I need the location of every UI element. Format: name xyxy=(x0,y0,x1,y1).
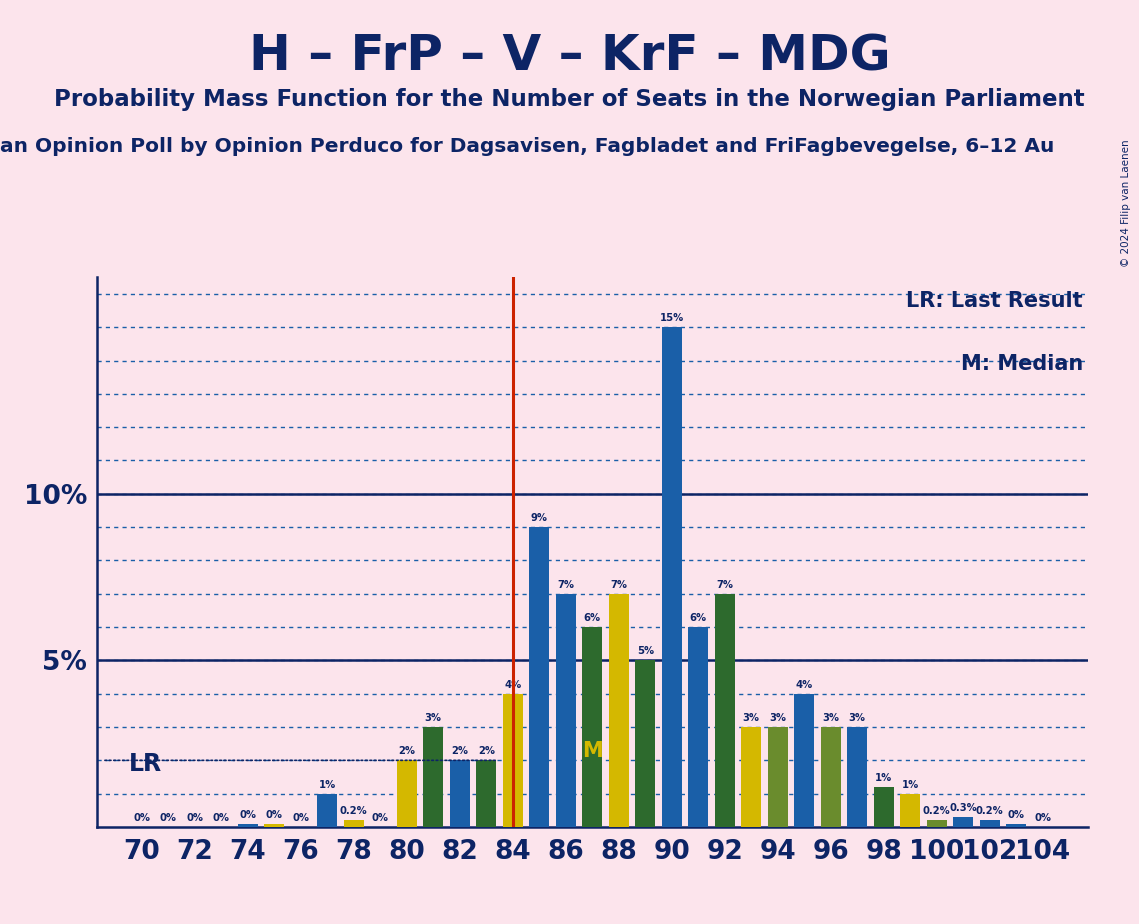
Text: 3%: 3% xyxy=(822,713,839,723)
Text: LR: LR xyxy=(129,751,162,775)
Text: an Opinion Poll by Opinion Perduco for Dagsavisen, Fagbladet and FriFagbevegelse: an Opinion Poll by Opinion Perduco for D… xyxy=(0,137,1055,156)
Bar xyxy=(900,794,920,827)
Bar xyxy=(715,594,735,827)
Text: © 2024 Filip van Laenen: © 2024 Filip van Laenen xyxy=(1121,140,1131,267)
Text: 9%: 9% xyxy=(531,513,548,523)
Bar xyxy=(609,594,629,827)
Bar xyxy=(980,821,1000,827)
Text: 6%: 6% xyxy=(583,613,601,623)
Text: 1%: 1% xyxy=(319,780,336,790)
Text: 1%: 1% xyxy=(875,773,892,783)
Text: 0%: 0% xyxy=(239,809,256,820)
Bar xyxy=(582,627,603,827)
Bar xyxy=(396,760,417,827)
Text: 0.2%: 0.2% xyxy=(923,807,951,816)
Bar xyxy=(847,727,867,827)
Text: 6%: 6% xyxy=(690,613,707,623)
Bar xyxy=(476,760,497,827)
Text: 5%: 5% xyxy=(637,647,654,656)
Bar xyxy=(530,527,549,827)
Text: 4%: 4% xyxy=(796,680,813,689)
Text: M: M xyxy=(582,741,603,761)
Bar xyxy=(636,661,655,827)
Text: 0%: 0% xyxy=(1008,809,1025,820)
Bar xyxy=(927,821,947,827)
Bar xyxy=(741,727,761,827)
Bar xyxy=(662,327,682,827)
Text: 2%: 2% xyxy=(451,747,468,757)
Bar xyxy=(344,821,363,827)
Text: LR: Last Result: LR: Last Result xyxy=(907,291,1083,311)
Text: 4%: 4% xyxy=(505,680,522,689)
Text: 2%: 2% xyxy=(399,747,416,757)
Bar xyxy=(450,760,469,827)
Text: 0%: 0% xyxy=(293,813,310,823)
Bar xyxy=(688,627,708,827)
Text: 3%: 3% xyxy=(769,713,786,723)
Bar xyxy=(768,727,788,827)
Text: 0%: 0% xyxy=(265,809,282,820)
Text: 0%: 0% xyxy=(371,813,388,823)
Bar xyxy=(264,823,285,827)
Bar xyxy=(502,694,523,827)
Text: 0%: 0% xyxy=(1034,813,1051,823)
Text: 0%: 0% xyxy=(133,813,150,823)
Text: 3%: 3% xyxy=(425,713,442,723)
Bar xyxy=(821,727,841,827)
Text: 7%: 7% xyxy=(611,579,628,590)
Text: 0.2%: 0.2% xyxy=(976,807,1003,816)
Text: Probability Mass Function for the Number of Seats in the Norwegian Parliament: Probability Mass Function for the Number… xyxy=(55,88,1084,111)
Text: 15%: 15% xyxy=(659,313,683,323)
Text: 7%: 7% xyxy=(557,579,574,590)
Text: 0.3%: 0.3% xyxy=(949,803,977,813)
Bar xyxy=(953,817,973,827)
Text: 0%: 0% xyxy=(187,813,204,823)
Bar xyxy=(556,594,575,827)
Bar xyxy=(238,823,257,827)
Text: 2%: 2% xyxy=(477,747,494,757)
Bar xyxy=(1006,823,1026,827)
Text: 0.2%: 0.2% xyxy=(339,807,368,816)
Text: H – FrP – V – KrF – MDG: H – FrP – V – KrF – MDG xyxy=(248,32,891,80)
Text: 3%: 3% xyxy=(743,713,760,723)
Text: 0%: 0% xyxy=(213,813,230,823)
Text: 0%: 0% xyxy=(159,813,177,823)
Text: M: Median: M: Median xyxy=(960,354,1083,374)
Bar xyxy=(424,727,443,827)
Text: 1%: 1% xyxy=(902,780,919,790)
Text: 3%: 3% xyxy=(849,713,866,723)
Bar xyxy=(874,787,894,827)
Bar xyxy=(794,694,814,827)
Text: 7%: 7% xyxy=(716,579,734,590)
Bar xyxy=(318,794,337,827)
